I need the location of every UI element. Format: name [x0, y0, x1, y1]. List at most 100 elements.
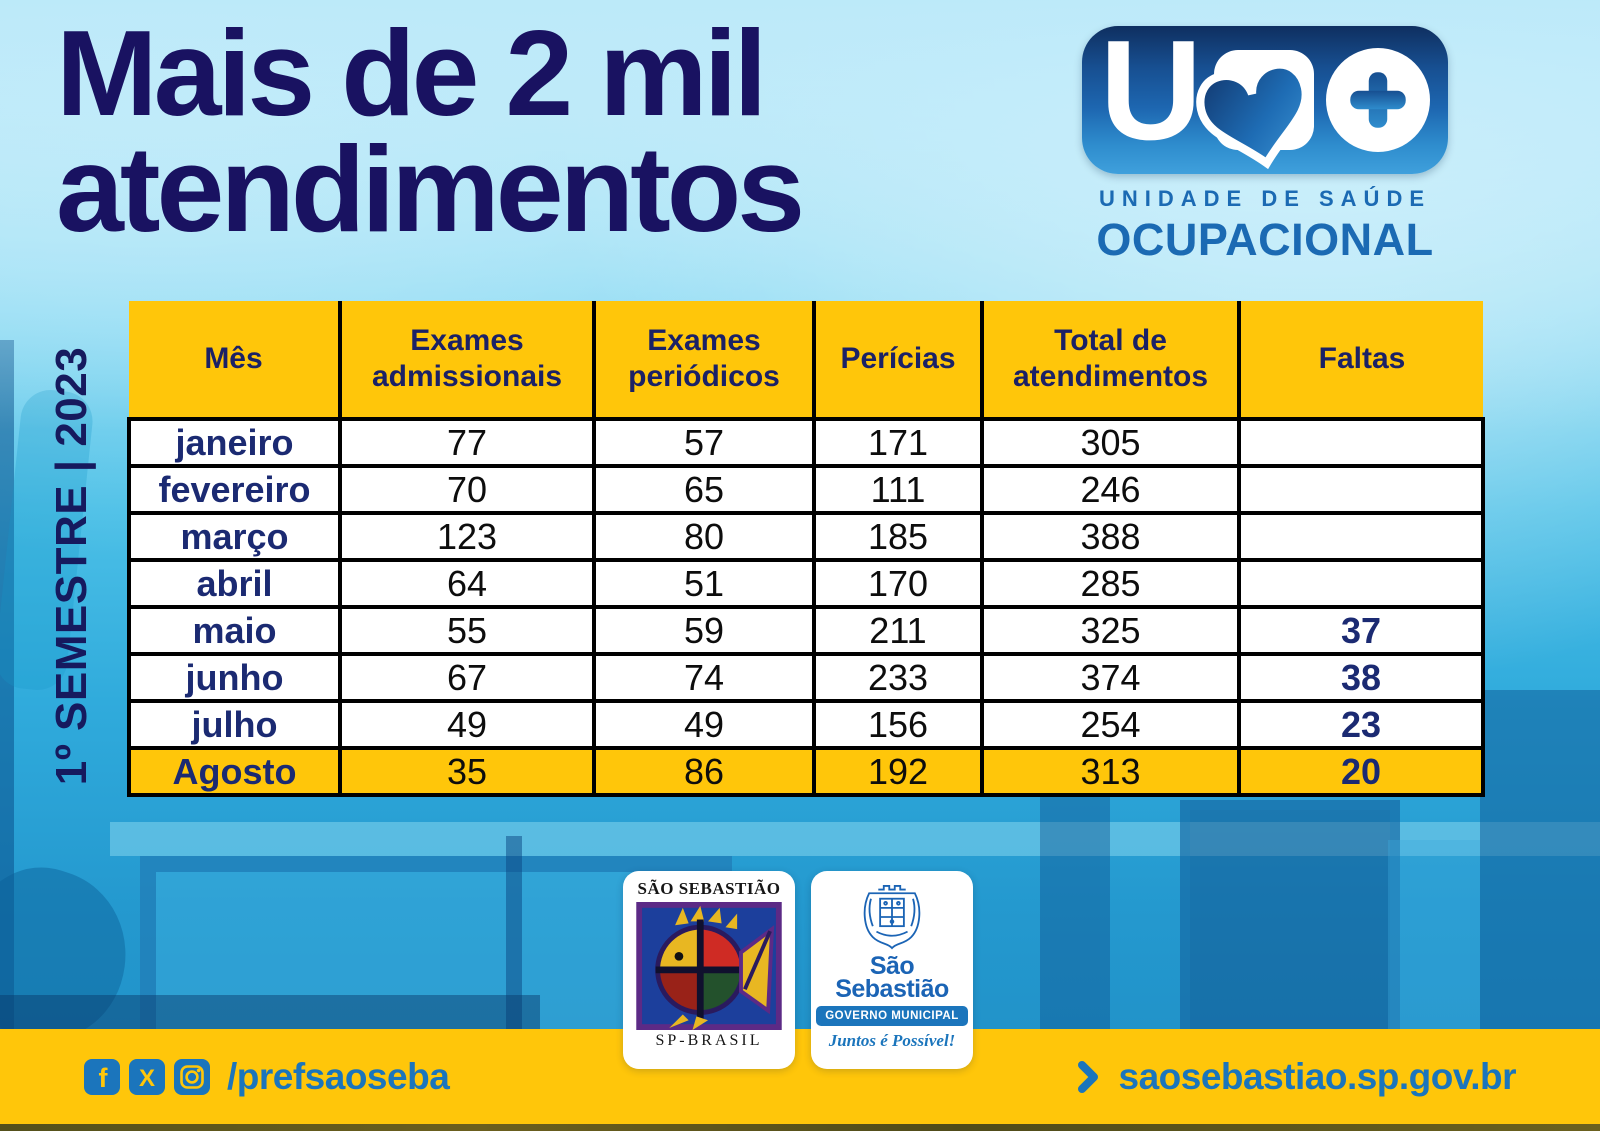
header-total: Total de atendimentos [980, 301, 1241, 421]
table-row: janeiro 77 57 171 305 [127, 417, 1485, 468]
footer-bar: f X /prefsaoseba saosebastiao.sp.gov.br [0, 1029, 1600, 1124]
value-cell: 388 [980, 511, 1241, 562]
gov-city-line1: São [869, 952, 915, 980]
value-cell: 123 [338, 511, 596, 562]
month-cell: junho [127, 652, 342, 703]
month-cell: julho [127, 699, 342, 750]
table-row: fevereiro 70 65 111 246 [127, 464, 1485, 515]
bg-shape [0, 340, 14, 1030]
faltas-cell [1237, 464, 1485, 515]
header-pericias: Perícias [812, 301, 984, 421]
value-cell: 57 [592, 417, 816, 468]
month-cell: março [127, 511, 342, 562]
fish-seal-title: SÃO SEBASTIÃO [637, 879, 781, 898]
month-cell: abril [127, 558, 342, 609]
table-row: maio 55 59 211 325 37 [127, 605, 1485, 656]
social-links: f X /prefsaoseba [84, 1055, 450, 1098]
value-cell: 86 [592, 746, 816, 797]
uso-logo: U [1082, 20, 1448, 266]
gov-label-badge: GOVERNO MUNICIPAL [816, 1006, 968, 1026]
value-cell: 77 [338, 417, 596, 468]
value-cell: 313 [980, 746, 1241, 797]
faltas-cell [1237, 417, 1485, 468]
svg-text:f: f [99, 1063, 109, 1093]
bottom-photo-strip [0, 1124, 1600, 1131]
title-line-1: Mais de 2 mil [56, 5, 767, 141]
bg-shape [0, 995, 540, 1029]
chevron-right-icon [1077, 1060, 1098, 1093]
website-link[interactable]: saosebastiao.sp.gov.br [1076, 1055, 1517, 1098]
social-handle[interactable]: /prefsaoseba [227, 1055, 450, 1097]
bg-shape [110, 822, 1600, 856]
table-row: abril 64 51 170 285 [127, 558, 1485, 609]
value-cell: 80 [592, 511, 816, 562]
facebook-icon[interactable]: f [84, 1058, 120, 1095]
gov-slogan: Juntos é Possível! [828, 1031, 956, 1050]
value-cell: 254 [980, 699, 1241, 750]
gov-city-line2: Sebastião [835, 975, 949, 1003]
value-cell: 35 [338, 746, 596, 797]
value-cell: 285 [980, 558, 1241, 609]
value-cell: 49 [338, 699, 596, 750]
fish-seal-subtitle: SP-BRASIL [655, 1032, 763, 1049]
value-cell: 325 [980, 605, 1241, 656]
fish-painting-icon [636, 902, 782, 1030]
attendance-table: Mês Exames admissionais Exames periódico… [127, 301, 1485, 797]
uso-org-line2: OCUPACIONAL [1096, 214, 1434, 265]
value-cell: 171 [812, 417, 984, 468]
period-label: 1º SEMESTRE | 2023 [47, 346, 96, 786]
value-cell: 64 [338, 558, 596, 609]
value-cell: 51 [592, 558, 816, 609]
gov-municipal-seal: São Sebastião GOVERNO MUNICIPAL Juntos é… [811, 871, 973, 1069]
coat-of-arms-icon [863, 885, 921, 950]
table-row-highlight: Agosto 35 86 192 313 20 [127, 746, 1485, 797]
faltas-cell: 38 [1237, 652, 1485, 703]
title-line-2: atendimentos [56, 120, 805, 257]
value-cell: 111 [812, 464, 984, 515]
faltas-cell: 37 [1237, 605, 1485, 656]
value-cell: 156 [812, 699, 984, 750]
uso-org-line1: UNIDADE DE SAÚDE [1098, 186, 1432, 211]
value-cell: 67 [338, 652, 596, 703]
value-cell: 55 [338, 605, 596, 656]
svg-text:X: X [139, 1065, 155, 1092]
header-exames-periodicos: Exames periódicos [592, 301, 816, 421]
value-cell: 233 [812, 652, 984, 703]
uso-letter-u: U [1099, 11, 1203, 170]
value-cell: 192 [812, 746, 984, 797]
month-cell: maio [127, 605, 342, 656]
bg-shape [1388, 840, 1480, 1030]
value-cell: 305 [980, 417, 1241, 468]
table-header-row: Mês Exames admissionais Exames periódico… [129, 301, 1483, 421]
month-cell: Agosto [127, 746, 342, 797]
table-row: junho 67 74 233 374 38 [127, 652, 1485, 703]
table-row: março 123 80 185 388 [127, 511, 1485, 562]
page-title: Mais de 2 mil atendimentos [56, 5, 805, 257]
bg-shape [1180, 800, 1400, 1050]
header-mes: Mês [129, 301, 342, 421]
faltas-cell: 23 [1237, 699, 1485, 750]
sao-sebastiao-fish-seal: SÃO SEBASTIÃO SP-BRASIL [623, 871, 795, 1069]
header-exames-admissionais: Exames admissionais [338, 301, 596, 421]
value-cell: 246 [980, 464, 1241, 515]
gov-city-name: São Sebastião [835, 952, 949, 1003]
header-faltas: Faltas [1237, 301, 1483, 421]
x-icon[interactable]: X [129, 1058, 165, 1095]
value-cell: 374 [980, 652, 1241, 703]
value-cell: 185 [812, 511, 984, 562]
website-url[interactable]: saosebastiao.sp.gov.br [1118, 1055, 1517, 1097]
value-cell: 65 [592, 464, 816, 515]
value-cell: 74 [592, 652, 816, 703]
plus-icon [1326, 48, 1431, 152]
faltas-cell [1237, 558, 1485, 609]
value-cell: 70 [338, 464, 596, 515]
uso-logo-badge: U [1082, 20, 1448, 174]
instagram-icon[interactable] [174, 1058, 210, 1095]
bg-shape [1480, 690, 1600, 1030]
faltas-cell: 20 [1237, 746, 1485, 797]
value-cell: 211 [812, 605, 984, 656]
value-cell: 49 [592, 699, 816, 750]
faltas-cell [1237, 511, 1485, 562]
value-cell: 59 [592, 605, 816, 656]
